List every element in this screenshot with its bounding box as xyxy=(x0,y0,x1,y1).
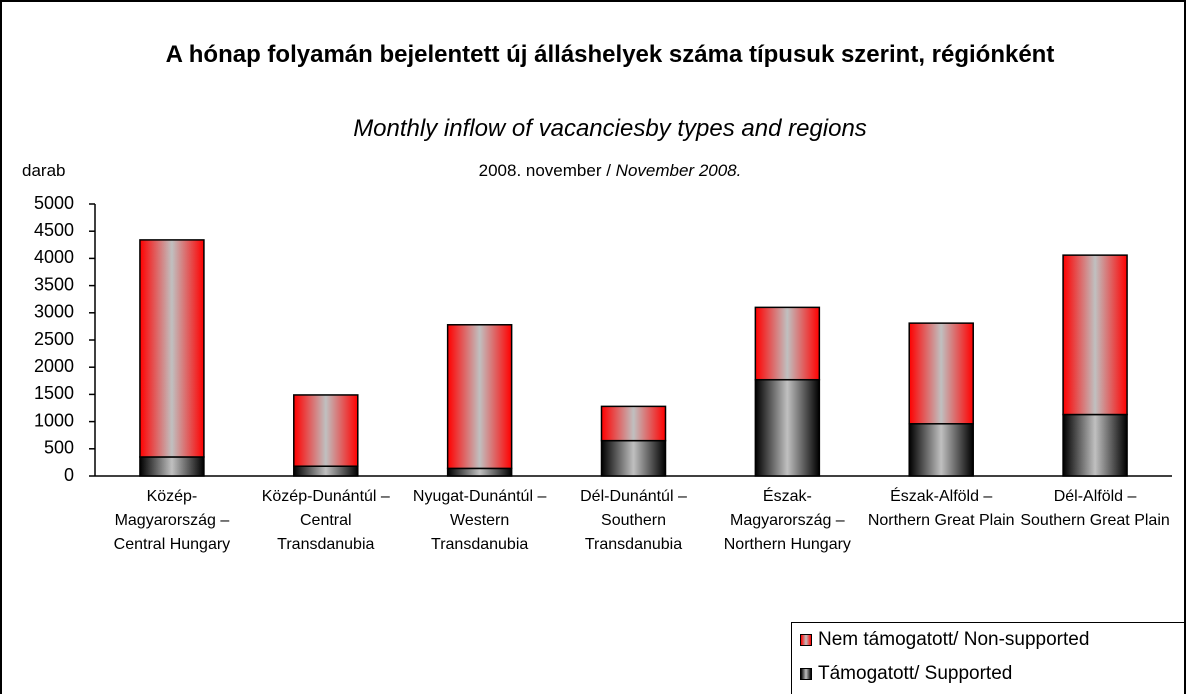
y-tick-label: 500 xyxy=(44,438,74,458)
bar-segment xyxy=(1062,254,1128,416)
y-tick-label: 5000 xyxy=(34,193,74,213)
y-tick-label: 4500 xyxy=(34,220,74,240)
legend-item: Támogatott/ Supported xyxy=(792,657,1186,691)
x-tick-label: Észak-Alföld – Northern Great Plain xyxy=(867,488,1015,529)
bar-segment xyxy=(293,465,359,477)
y-tick-label: 1000 xyxy=(34,410,74,430)
legend-item: Nem támogatott/ Non-supported xyxy=(792,623,1186,657)
y-tick-label: 0 xyxy=(64,465,74,485)
y-tick-label: 2500 xyxy=(34,329,74,349)
bar-segment xyxy=(139,456,205,477)
legend-swatch xyxy=(800,668,812,680)
date-en: November 2008. xyxy=(615,161,742,180)
x-tick-label: Nyugat-Dunántúl – Western Transdanubia xyxy=(412,488,547,553)
x-tick-label: Észak-Magyarország – Northern Hungary xyxy=(723,488,851,553)
legend-label: Támogatott/ Supported xyxy=(818,663,1013,684)
bar-segment xyxy=(908,423,974,477)
date-line: 2008. november / November 2008. xyxy=(300,161,920,181)
bar-segment xyxy=(754,378,821,477)
legend-swatch xyxy=(800,634,812,646)
y-tick-label: 2000 xyxy=(34,356,74,376)
x-tick-label: Közép-Dunántúl – Central Transdanubia xyxy=(261,488,390,553)
y-axis-label: darab xyxy=(22,161,66,180)
date-hu: 2008. november / xyxy=(478,161,611,180)
x-tick-label: Dél-Dunántúl – Southern Transdanubia xyxy=(580,488,687,553)
x-tick-label: Dél-Alföld – Southern Great Plain xyxy=(1020,488,1170,529)
bar-segment xyxy=(139,239,205,458)
bar-segment xyxy=(446,324,513,470)
y-tick-label: 3000 xyxy=(34,302,74,322)
bar-segment xyxy=(600,405,667,442)
chart-subtitle: Monthly inflow of vacanciesby types and … xyxy=(353,115,867,142)
bar-segment xyxy=(600,439,667,477)
y-tick-label: 3500 xyxy=(34,274,74,294)
bar-segment xyxy=(293,394,359,467)
y-tick-label: 1500 xyxy=(34,383,74,403)
chart-title: A hónap folyamán bejelentett új álláshel… xyxy=(165,41,1055,68)
bar-segment xyxy=(446,467,513,477)
bar-segment xyxy=(754,306,821,381)
x-tick-label: Közép-Magyarország – Central Hungary xyxy=(113,488,231,553)
bar-segment xyxy=(908,322,974,425)
y-tick-label: 4000 xyxy=(34,247,74,267)
legend-label: Nem támogatott/ Non-supported xyxy=(818,629,1090,650)
bar-segment xyxy=(1062,413,1128,477)
legend: Nem támogatott/ Non-supported Támogatott/… xyxy=(791,622,1186,694)
